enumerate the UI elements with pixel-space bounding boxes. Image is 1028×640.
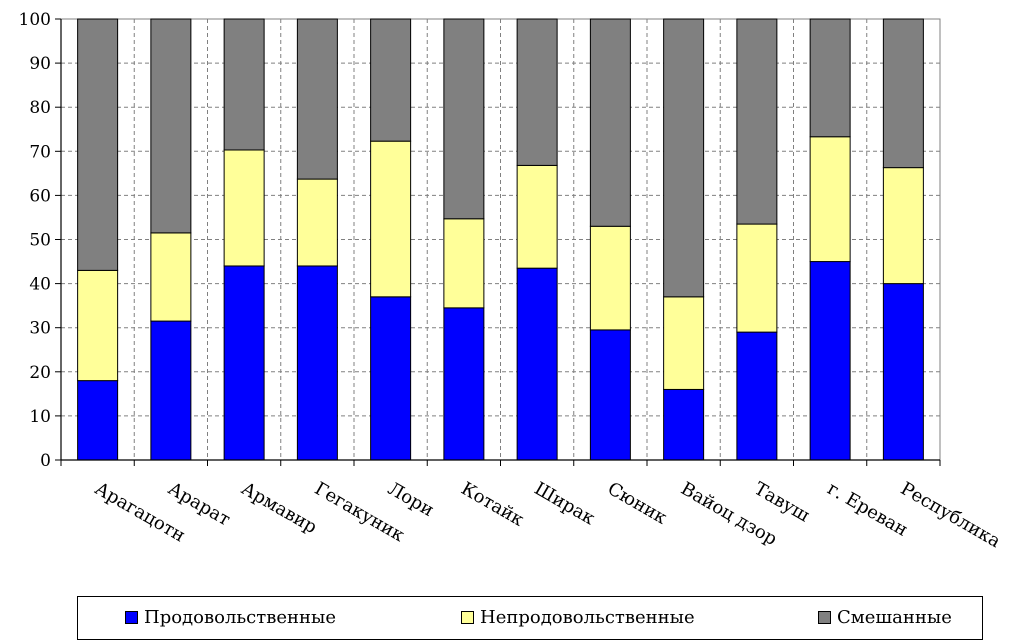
bar-segment-2-4 (370, 18, 412, 142)
legend-swatch-food (125, 611, 138, 624)
x-category-label: Котайк (457, 478, 528, 531)
x-category-label: г. Ереван (824, 478, 912, 541)
x-category-label: Лори (384, 478, 437, 521)
axes (55, 18, 941, 466)
x-category-label: Сюник (604, 478, 671, 529)
bar-segment-2-9 (736, 18, 778, 225)
bar-segment-2-0 (77, 18, 119, 271)
bar-segment-1-2 (223, 149, 265, 267)
y-tick-label: 90 (29, 54, 51, 74)
y-tick-label: 50 (29, 231, 51, 251)
bar-segment-0-1 (150, 320, 192, 461)
bars (77, 18, 924, 461)
y-tick-label: 100 (19, 10, 51, 30)
bar-segment-1-11 (882, 167, 924, 285)
legend-swatch-nonfood (461, 611, 474, 624)
bar-segment-2-8 (663, 18, 705, 298)
legend-label-nonfood: Непродовольственные (480, 607, 695, 628)
y-tick-label: 60 (29, 186, 51, 206)
bar-segment-0-11 (882, 283, 924, 461)
legend-item-food: Продовольственные (125, 607, 336, 628)
grid-lines (60, 18, 941, 461)
bar-segment-0-8 (663, 388, 705, 461)
y-tick-label: 30 (29, 319, 51, 339)
legend-label-food: Продовольственные (144, 607, 336, 628)
bar-segment-0-9 (736, 331, 778, 461)
bar-segment-1-8 (663, 296, 705, 390)
bar-segment-0-0 (77, 380, 119, 461)
legend-item-nonfood: Непродовольственные (461, 607, 695, 628)
bar-segment-2-1 (150, 18, 192, 234)
bar-segment-2-10 (809, 18, 851, 138)
bar-segment-2-6 (516, 18, 558, 166)
legend: Продовольственные Непродовольственные См… (77, 596, 983, 640)
bar-segment-2-5 (443, 18, 485, 220)
x-category-label: Армавир (238, 478, 321, 538)
bar-segment-2-2 (223, 18, 265, 151)
y-tick-label: 70 (29, 142, 51, 162)
bar-segment-0-4 (370, 296, 412, 461)
legend-swatch-mixed (818, 611, 831, 624)
bar-segment-1-4 (370, 140, 412, 298)
bar-segment-2-7 (589, 18, 631, 227)
legend-item-mixed: Смешанные (818, 607, 952, 628)
bar-segment-0-6 (516, 267, 558, 461)
bar-segment-1-6 (516, 164, 558, 269)
bar-segment-2-3 (296, 18, 338, 180)
bar-segment-0-3 (296, 265, 338, 461)
bar-segment-1-0 (77, 269, 119, 382)
bar-segment-0-5 (443, 307, 485, 461)
bar-segment-0-7 (589, 329, 631, 461)
x-category-label: Ширак (531, 478, 599, 530)
y-tick-label: 40 (29, 275, 51, 295)
bar-segment-1-3 (296, 178, 338, 267)
x-category-label: Республика (897, 478, 1004, 552)
bar-segment-2-11 (882, 18, 924, 169)
y-tick-label: 20 (29, 363, 51, 383)
bar-segment-1-5 (443, 218, 485, 309)
y-tick-label: 0 (40, 451, 51, 471)
y-tick-label: 80 (29, 98, 51, 118)
bar-segment-1-10 (809, 136, 851, 263)
bar-segment-1-7 (589, 225, 631, 331)
bar-segment-1-1 (150, 232, 192, 322)
bar-segment-0-2 (223, 265, 265, 461)
y-tick-label: 10 (29, 407, 51, 427)
legend-label-mixed: Смешанные (837, 607, 952, 628)
bar-segment-1-9 (736, 223, 778, 333)
bar-segment-0-10 (809, 261, 851, 461)
